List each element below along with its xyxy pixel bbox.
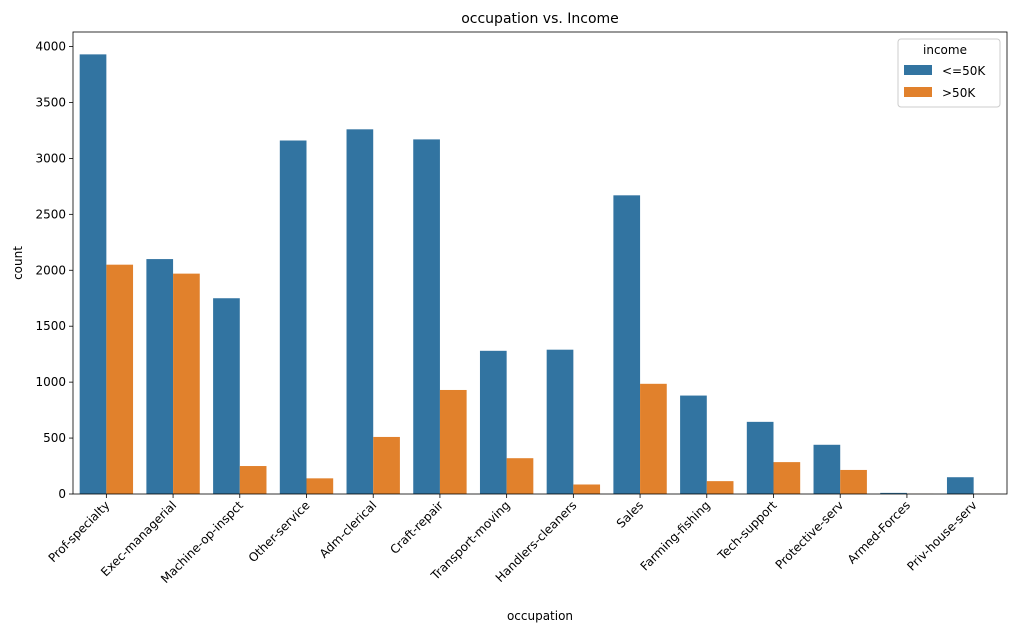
bar-prof-specialty-gt50k [106,264,134,494]
bar-exec-managerial-le50k [146,259,174,494]
bar-priv-house-serv-le50k [946,477,974,494]
bar-handlers-cleaners-le50k [546,349,574,494]
x-tick-label: Other-service [246,498,313,565]
y-axis-title: count [11,246,25,280]
bar-sales-le50k [613,195,641,494]
x-tick-label: Adm-clerical [317,498,380,561]
x-axis-title: occupation [507,609,573,623]
bar-sales-gt50k [640,383,667,494]
x-tick-label: Tech-support [714,498,779,563]
bar-other-service-le50k [279,140,307,494]
bar-craft-repair-le50k [413,139,440,494]
x-tick-label: Sales [614,498,646,530]
y-axis: 0 500 1000 1500 2000 2500 3000 3500 4000 [35,40,73,501]
legend: income <=50K >50K [897,38,1001,108]
y-tick-label: 3000 [35,151,66,165]
bar-exec-managerial-gt50k [173,273,200,494]
y-tick-label: 500 [43,431,66,445]
x-tick-label: Armed-Forces [845,498,913,566]
bar-adm-clerical-gt50k [373,436,400,494]
bar-machine-op-inspct-gt50k [239,466,267,494]
bar-tech-support-gt50k [773,462,801,494]
bar-adm-clerical-le50k [346,129,374,494]
x-tick-label: Craft-repair [387,498,446,557]
bar-farming-fishing-gt50k [706,481,734,494]
bar-handlers-cleaners-gt50k [573,484,601,494]
bar-prof-specialty-le50k [79,54,107,495]
y-tick-label: 2500 [35,207,66,221]
x-tick-label: Farming-fishing [638,498,713,573]
bar-transport-moving-gt50k [506,458,534,494]
bar-protective-serv-le50k [813,444,841,494]
bar-transport-moving-le50k [479,350,507,494]
y-tick-label: 1000 [35,375,66,389]
y-tick-label: 3500 [35,95,66,109]
y-tick-label: 1500 [35,319,66,333]
bar-other-service-gt50k [306,478,334,494]
bar-armed-forces-le50k [880,492,907,494]
legend-label-gt50k: >50K [942,86,976,100]
bar-craft-repair-gt50k [439,389,467,494]
y-tick-label: 0 [58,487,66,501]
bar-tech-support-le50k [746,421,774,494]
bar-farming-fishing-le50k [680,395,707,494]
legend-swatch-gt50k [904,87,932,97]
chart-title: occupation vs. Income [461,11,619,27]
y-tick-label: 2000 [35,263,66,277]
x-axis: Prof-specialtyExec-managerialMachine-op-… [46,494,980,586]
x-tick-label: Prof-specialty [46,498,113,565]
legend-title: income [923,43,967,57]
bars-group [79,54,1001,495]
plot-frame [72,31,1008,495]
legend-label-le50k: <=50K [942,64,986,78]
x-tick-label: Protective-serv [773,498,847,572]
legend-swatch-le50k [904,65,932,75]
y-tick-label: 4000 [35,40,66,54]
bar-protective-serv-gt50k [840,469,867,494]
x-tick-label: Priv-house-serv [904,498,979,573]
bar-machine-op-inspct-le50k [213,298,240,494]
